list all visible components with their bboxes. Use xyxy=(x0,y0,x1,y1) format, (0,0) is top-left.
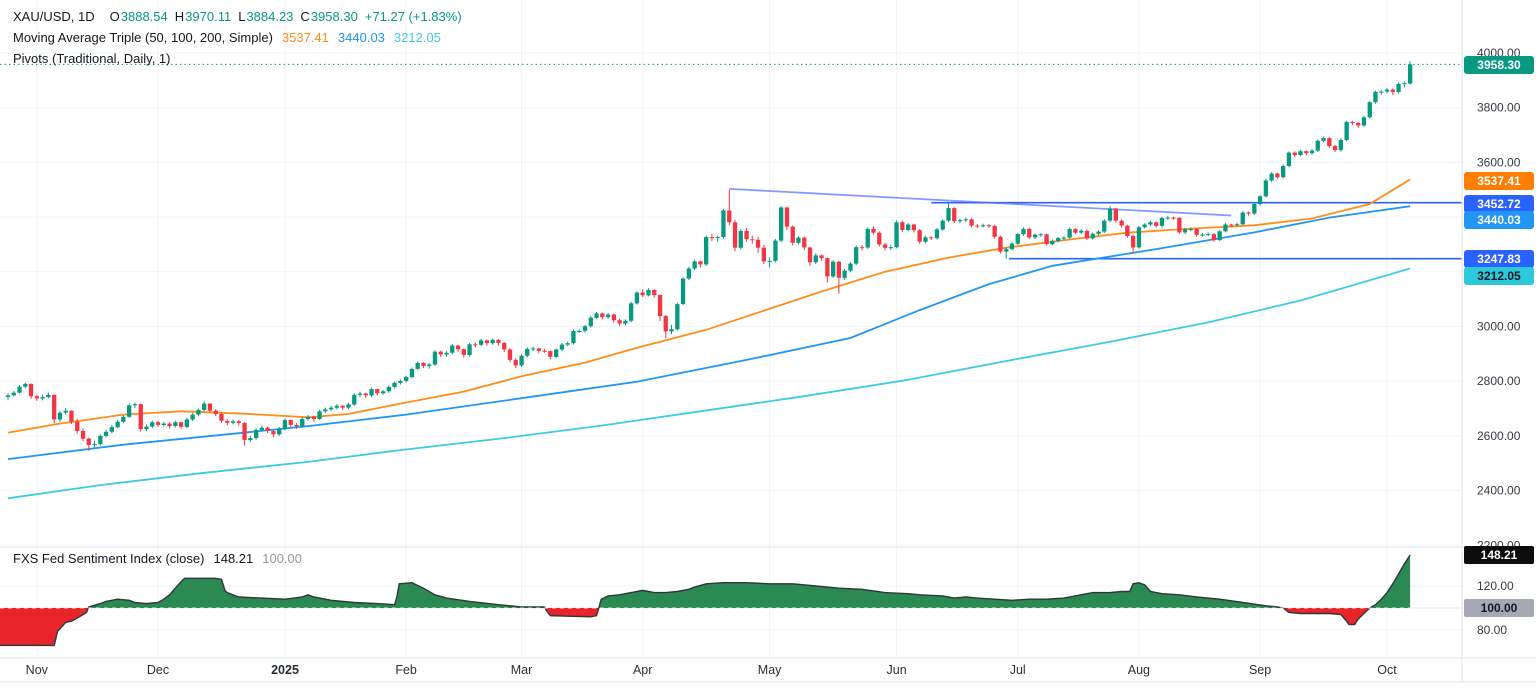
sentiment-last-value: 148.21 xyxy=(213,551,254,566)
svg-text:3537.41: 3537.41 xyxy=(1477,174,1521,188)
price-badge: 3212.05 xyxy=(1464,267,1534,285)
pivot-lines-layer[interactable] xyxy=(729,188,1462,260)
price-badge: 3452.72 xyxy=(1464,195,1534,213)
ma50-value: 3537.41 xyxy=(281,30,329,45)
open-key: O xyxy=(109,9,120,24)
price-badge: 3537.41 xyxy=(1464,172,1534,190)
time-tick-label: 2025 xyxy=(271,663,299,677)
time-axis[interactable]: Nov Dec 2025 Feb Mar Apr May Jun Jul Aug Sep Oct xyxy=(26,663,1398,677)
time-tick-label: Aug xyxy=(1128,663,1150,677)
sentiment-area-layer xyxy=(0,554,1411,647)
time-tick-label: Apr xyxy=(633,663,652,677)
low-value: 3884.23 xyxy=(246,9,294,24)
sentiment-tick-label: 80.00 xyxy=(1477,623,1507,637)
ma200-value: 3212.05 xyxy=(393,30,441,45)
change-value: +71.27 (+1.83%) xyxy=(364,9,462,24)
high-value: 3970.11 xyxy=(185,9,232,24)
close-key: C xyxy=(300,9,310,24)
pivots-indicator-label[interactable]: Pivots (Traditional, Daily, 1) xyxy=(13,51,171,66)
legend-ma-row[interactable]: Moving Average Triple (50, 100, 200, Sim… xyxy=(13,27,462,48)
time-tick-label: Oct xyxy=(1377,663,1397,677)
sentiment-badge: 148.21 xyxy=(1464,546,1534,564)
sentiment-baseline-value: 100.00 xyxy=(262,551,303,566)
ma100-value: 3440.03 xyxy=(337,30,385,45)
price-tick-label: 2800.00 xyxy=(1477,374,1521,388)
price-badge: 3247.83 xyxy=(1464,250,1534,268)
price-badge: 3958.30 xyxy=(1464,56,1534,74)
legend-panel: XAU/USD, 1D O3888.54 H3970.11 L3884.23 C3958… xyxy=(13,6,462,69)
symbol-title[interactable]: XAU/USD, 1D xyxy=(13,9,95,24)
price-tick-label: 2400.00 xyxy=(1477,484,1521,498)
legend-pivots-row[interactable]: Pivots (Traditional, Daily, 1) xyxy=(13,48,462,69)
svg-text:3452.72: 3452.72 xyxy=(1477,197,1521,211)
low-key: L xyxy=(238,9,246,24)
svg-text:3212.05: 3212.05 xyxy=(1477,269,1521,283)
time-tick-label: Feb xyxy=(395,663,417,677)
sentiment-axis[interactable]: 120.00 80.00 148.21 100.00 xyxy=(1464,546,1534,637)
time-tick-label: Dec xyxy=(147,663,169,677)
price-tick-label: 3800.00 xyxy=(1477,101,1521,115)
time-tick-label: Jun xyxy=(887,663,907,677)
ma200-line xyxy=(7,267,1411,500)
candles-layer[interactable] xyxy=(5,61,1413,451)
svg-text:148.21: 148.21 xyxy=(1481,548,1518,562)
price-tick-label: 3600.00 xyxy=(1477,155,1521,169)
svg-text:3958.30: 3958.30 xyxy=(1477,58,1521,72)
price-axis[interactable]: 4000.003800.003600.003000.002800.002600.… xyxy=(1464,46,1534,552)
svg-text:3247.83: 3247.83 xyxy=(1477,252,1521,266)
time-tick-label: Jul xyxy=(1010,663,1026,677)
price-tick-label: 2600.00 xyxy=(1477,429,1521,443)
sentiment-indicator-label[interactable]: FXS Fed Sentiment Index (close) xyxy=(13,551,205,566)
legend-symbol-row[interactable]: XAU/USD, 1D O3888.54 H3970.11 L3884.23 C3958… xyxy=(13,6,462,27)
sentiment-badge: 100.00 xyxy=(1464,599,1534,617)
sentiment-tick-label: 120.00 xyxy=(1477,579,1514,593)
price-badge: 3440.03 xyxy=(1464,211,1534,229)
sentiment-legend-row[interactable]: FXS Fed Sentiment Index (close) 148.21 100… xyxy=(13,551,302,566)
open-value: 3888.54 xyxy=(120,9,168,24)
ma100-line xyxy=(7,205,1411,460)
svg-text:3440.03: 3440.03 xyxy=(1477,213,1521,227)
close-value: 3958.30 xyxy=(310,9,358,24)
time-tick-label: May xyxy=(758,663,782,677)
moving-averages-layer[interactable] xyxy=(7,178,1411,500)
time-tick-label: Mar xyxy=(511,663,533,677)
price-tick-label: 3000.00 xyxy=(1477,320,1521,334)
high-key: H xyxy=(174,9,185,24)
time-tick-label: Nov xyxy=(26,663,49,677)
svg-text:100.00: 100.00 xyxy=(1481,601,1518,615)
time-tick-label: Sep xyxy=(1249,663,1271,677)
ma-indicator-label[interactable]: Moving Average Triple (50, 100, 200, Sim… xyxy=(13,30,273,45)
